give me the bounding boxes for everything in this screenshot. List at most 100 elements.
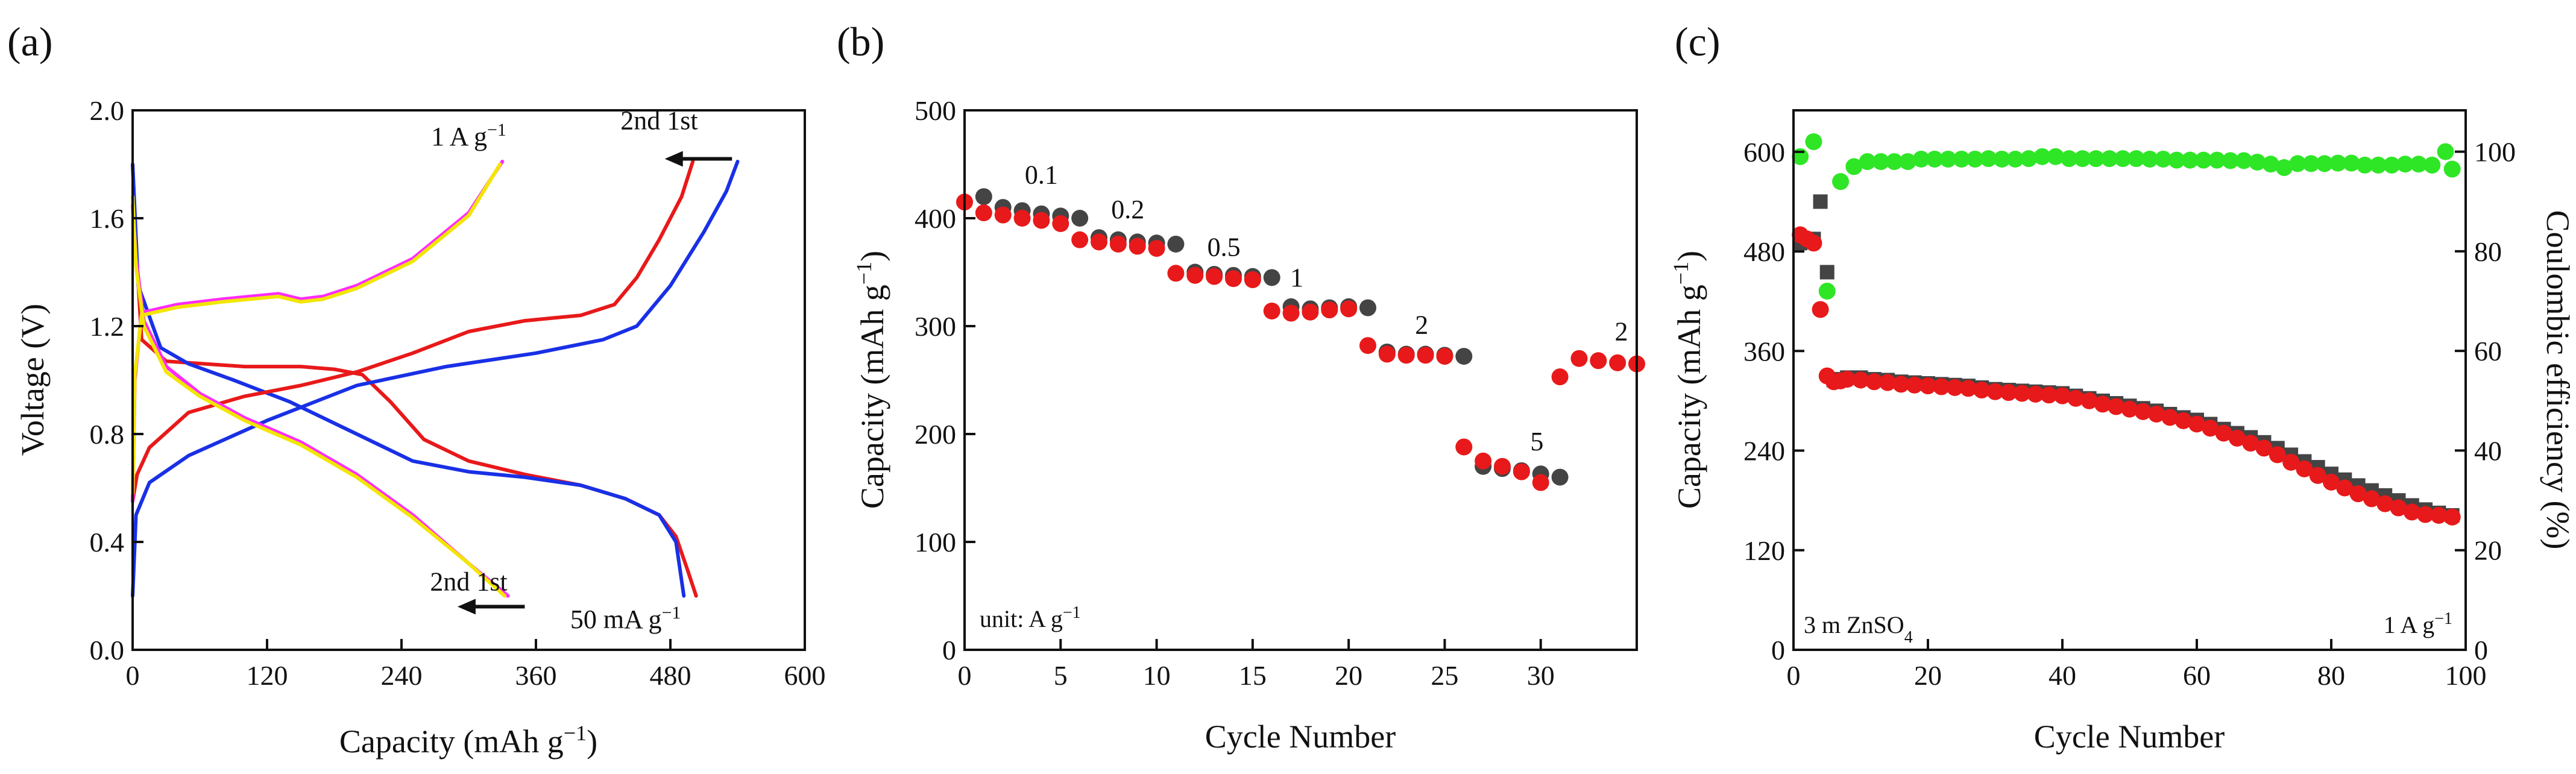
data-point-s1-36 (2228, 429, 2246, 447)
y-tick-label: 1.2 (90, 311, 125, 342)
y-tick-label: 120 (1743, 535, 1785, 566)
data-point-s1-27 (1475, 452, 1492, 470)
data-point-s1-22 (2040, 386, 2058, 404)
series-line-6 (131, 195, 506, 598)
data-point-s1-24 (2067, 389, 2085, 407)
annotation-1: 2nd 1st (620, 105, 698, 135)
data-point-s1-27 (2108, 398, 2125, 415)
data-point-s1-29 (1513, 463, 1530, 480)
data-point-s1-14 (1225, 270, 1242, 288)
data-point-s1-48 (2390, 499, 2407, 517)
x-tick-label: 25 (1431, 660, 1458, 691)
data-point-s2-23 (2101, 150, 2118, 168)
panel-c-y2label: Coulombic efficiency (%) (2540, 210, 2576, 550)
x-tick-label: 30 (1527, 660, 1555, 691)
y2-tick-label: 100 (2474, 137, 2516, 168)
data-point-s2-10 (1926, 150, 1944, 168)
data-point-s1-10 (1148, 240, 1165, 257)
data-point-s1-17 (1973, 382, 1991, 399)
data-point-s1-9 (1865, 373, 1883, 391)
data-point-s1-34 (2202, 420, 2219, 437)
data-point-s1-18 (1986, 383, 2004, 400)
data-point-s2-44 (2383, 156, 2401, 174)
data-point-s1-43 (2323, 473, 2340, 491)
data-point-s0-3 (1813, 194, 1828, 209)
data-point-s2-46 (2410, 156, 2427, 173)
data-point-s1-11 (1892, 376, 1910, 393)
data-point-s1-20 (1340, 300, 1358, 318)
data-point-s1-14 (1933, 378, 1950, 395)
y-tick-label: 2.0 (90, 95, 125, 126)
y2-tick-label: 0 (2474, 635, 2488, 665)
data-point-s2-39 (2316, 155, 2333, 172)
data-point-s1-13 (1206, 268, 1223, 285)
y-tick-label: 0.8 (90, 419, 125, 450)
x-tick-label: 600 (784, 660, 826, 691)
data-point-s2-38 (2302, 155, 2320, 172)
panel-b-xlabel: Cycle Number (1205, 719, 1396, 755)
x-tick-label: 40 (2049, 660, 2076, 691)
data-point-s1-40 (2282, 453, 2300, 471)
y2-tick-label: 80 (2474, 236, 2502, 267)
data-point-s2-22 (2087, 150, 2105, 168)
x-tick-label: 5 (1054, 660, 1068, 691)
data-point-s1-22 (1378, 345, 1396, 363)
data-point-s0-30 (1551, 468, 1569, 486)
panel-c-frame (1792, 109, 2467, 651)
data-point-s2-24 (2114, 150, 2132, 168)
series-line-3 (131, 160, 695, 503)
data-point-s1-29 (2134, 403, 2152, 420)
data-point-s2-11 (1939, 150, 1957, 168)
panel-a-ticks: 0 120 240 360 480 600 0.0 0.4 0.8 1.2 1.6 2.0 (90, 95, 826, 691)
data-point-s1-31 (1551, 368, 1569, 386)
data-point-s1-23 (2054, 387, 2071, 404)
rate-annotation-5: 5 (1530, 427, 1543, 456)
panel-b-plot-area (956, 188, 1645, 491)
data-point-s2-15 (1993, 150, 2011, 168)
data-point-s2-40 (2329, 154, 2347, 172)
panel-b-label: (b) (837, 19, 884, 64)
data-point-s2-36 (2275, 159, 2293, 177)
data-point-s1-15 (1946, 379, 1963, 396)
data-point-s2-17 (2020, 150, 2038, 168)
y-tick-label: 360 (1743, 336, 1785, 367)
data-point-s1-6 (1071, 231, 1089, 248)
data-point-s2-32 (2222, 152, 2239, 169)
x-tick-label: 120 (247, 660, 288, 691)
data-point-s1-21 (2027, 385, 2044, 403)
data-point-s1-28 (2121, 400, 2138, 418)
data-point-s2-4 (1845, 158, 1863, 175)
data-point-s0-0 (975, 188, 992, 206)
x-tick-label: 240 (381, 660, 423, 691)
data-point-s1-21 (1359, 337, 1376, 354)
panel-c-plot-area (1792, 133, 2461, 526)
data-point-s1-10 (1879, 374, 1897, 391)
arrow-head-0 (664, 151, 683, 167)
data-point-s1-16 (1263, 302, 1280, 319)
data-point-s1-2 (1805, 234, 1822, 252)
data-point-s1-30 (2148, 405, 2165, 423)
panel-c-electrolyte-label: 3 m ZnSO4 (1804, 611, 1913, 647)
data-point-s1-26 (2094, 395, 2111, 413)
data-point-s2-2 (1818, 282, 1836, 300)
series-line-2 (131, 162, 686, 598)
y-tick-label: 0 (1771, 635, 1785, 665)
panel-a: (a) 0 120 240 360 480 600 0.0 0.4 0.8 1.2 1.6 2.0 C… (7, 19, 826, 760)
data-point-s2-18 (2033, 148, 2051, 165)
data-point-s1-19 (1321, 301, 1338, 319)
data-point-s1-42 (2309, 467, 2326, 484)
data-point-s1-12 (1186, 266, 1204, 284)
y-tick-label: 200 (915, 419, 956, 450)
data-point-s0-20 (1359, 299, 1376, 316)
panel-b-ylabel: Capacity (mAh g−1) (852, 251, 890, 509)
data-point-s1-23 (1397, 347, 1415, 364)
data-point-s1-24 (1417, 347, 1434, 364)
data-point-s1-49 (2403, 503, 2420, 521)
data-point-s2-8 (1899, 153, 1916, 171)
data-point-s2-45 (2396, 156, 2414, 173)
data-point-s2-47 (2423, 156, 2441, 174)
x-tick-label: 80 (2317, 660, 2345, 691)
